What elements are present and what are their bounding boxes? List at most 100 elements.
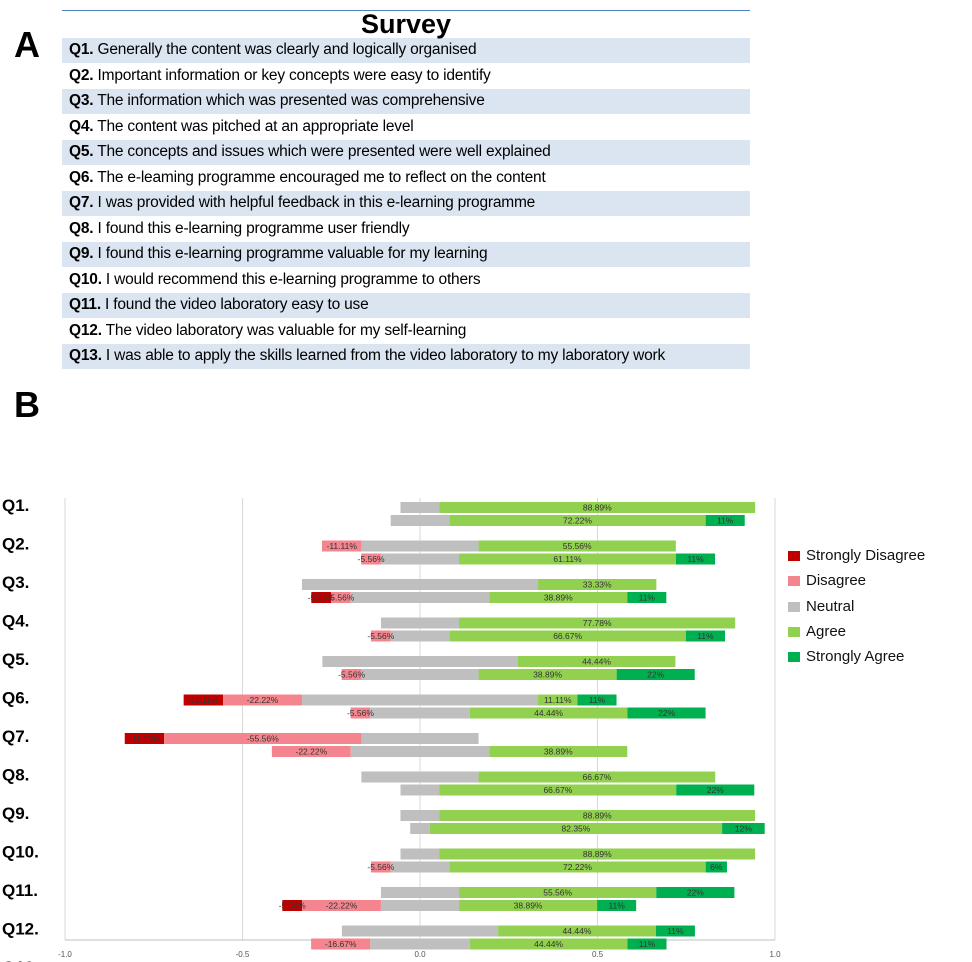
bar-segment-a	[538, 579, 657, 590]
question-number: Q4.	[69, 117, 94, 135]
survey-question-row: Q8. I found this e-learning programme us…	[62, 217, 750, 242]
data-label: -5.56%	[367, 631, 394, 641]
data-label: 11%	[687, 554, 704, 564]
bar-segment-n	[322, 656, 518, 667]
bar-segment-a	[478, 669, 617, 680]
legend-label: Strongly Disagree	[806, 547, 926, 564]
data-label: 11%	[717, 516, 734, 526]
survey-question-row: Q1. Generally the content was clearly an…	[62, 38, 750, 64]
bar-segment-sa	[705, 515, 745, 526]
survey-question-row: Q4. The content was pitched at an approp…	[62, 115, 750, 140]
legend-swatch	[788, 626, 800, 637]
bar-segment-n	[301, 579, 539, 590]
data-label: -5.56%	[358, 554, 385, 564]
data-label: -22.22%	[295, 747, 327, 757]
bar-segment-n	[350, 746, 490, 757]
bar-segment-n	[370, 938, 470, 950]
x-tick-label: 1.0	[769, 950, 781, 959]
data-label: 55.56%	[543, 888, 572, 898]
survey-rows: Q1. Generally the content was clearly an…	[62, 38, 750, 370]
data-label: 66.67%	[582, 772, 611, 782]
survey-table: Survey Q1. Generally the content was cle…	[62, 10, 750, 370]
survey-question-row: Q6. The e-leaming programme encouraged m…	[62, 166, 750, 191]
bar-segment-sa	[656, 887, 735, 898]
data-label: 11%	[639, 939, 656, 949]
question-text: I was provided with helpful feedback in …	[93, 194, 536, 211]
survey-question-row: Q3. The information which was presented …	[62, 89, 750, 115]
bar-segment-sa	[655, 925, 695, 937]
bar-segment-n	[400, 810, 440, 821]
bar-segment-n	[301, 694, 539, 706]
bar-segment-n	[341, 925, 499, 937]
data-label: -16.67%	[325, 939, 357, 949]
category-label: Q4.	[2, 612, 29, 631]
legend-item: Neutral	[788, 597, 925, 622]
bar-segment-a	[459, 617, 736, 629]
data-label: 11%	[589, 695, 606, 705]
legend-label: Neutral	[806, 597, 855, 615]
bar-segment-n	[380, 617, 460, 629]
bar-segment-sd	[183, 694, 224, 706]
bar-segment-a	[459, 553, 676, 565]
survey-title: Survey	[360, 9, 452, 39]
survey-question-row: Q11. I found the video laboratory easy t…	[62, 293, 750, 319]
survey-question-row: Q7. I was provided with helpful feedback…	[62, 191, 750, 217]
question-text: The concepts and issues which were prese…	[93, 143, 551, 160]
data-label: -11.11%	[129, 734, 160, 744]
bar-segment-n	[361, 540, 479, 552]
bar-segment-sa	[722, 823, 765, 834]
legend-label: Agree	[806, 622, 847, 640]
question-text: The information which was presented was …	[93, 92, 485, 109]
question-number: Q12.	[69, 321, 102, 339]
data-label: 66.67%	[543, 785, 572, 795]
data-label: 44.44%	[534, 708, 563, 718]
data-label: 33.33%	[583, 580, 612, 590]
bar-segment-n	[380, 887, 460, 898]
question-text: The video laboratory was valuable for my…	[101, 321, 467, 339]
data-label: -5.56%	[308, 593, 335, 603]
data-label: -5.56%	[279, 901, 306, 911]
data-label: 22%	[658, 708, 675, 718]
bar-segment-sd	[282, 900, 303, 911]
question-number: Q13.	[69, 347, 102, 364]
category-label: Q11.	[2, 881, 38, 900]
category-label: Q12.	[2, 920, 39, 939]
bar-segment-sa	[627, 707, 706, 719]
x-tick-label: 0.0	[414, 950, 426, 959]
question-number: Q6.	[69, 168, 94, 186]
bar-segment-sa	[577, 694, 617, 706]
bar-segment-sa	[627, 938, 667, 950]
question-number: Q9.	[69, 245, 94, 262]
data-label: -55.56%	[247, 734, 279, 744]
bar-segment-d	[361, 553, 381, 565]
survey-question-row: Q10. I would recommend this e-learning p…	[62, 268, 750, 293]
bar-segment-n	[400, 502, 440, 513]
data-label: 11%	[639, 593, 656, 603]
question-number: Q8.	[69, 219, 94, 237]
data-label: 38.89%	[533, 670, 562, 680]
question-text: Important information or key concepts we…	[93, 66, 491, 84]
bar-segment-sa	[675, 553, 716, 565]
category-label: Q6.	[2, 689, 29, 708]
legend-swatch	[788, 652, 800, 663]
bar-segment-a	[449, 861, 706, 873]
bar-segment-a	[469, 938, 628, 950]
question-text: The content was pitched at an appropriat…	[93, 117, 414, 135]
data-label: 88.89%	[583, 811, 612, 821]
data-label: 6%	[710, 862, 723, 872]
bar-segment-a	[478, 771, 716, 783]
data-label: 44.44%	[534, 939, 563, 949]
question-text: Generally the content was clearly and lo…	[93, 41, 477, 58]
bar-segment-d	[370, 630, 391, 642]
category-label: Q1.	[2, 496, 29, 515]
bar-segment-d	[302, 900, 381, 911]
bar-segment-sa	[627, 592, 667, 603]
bar-segment-n	[380, 900, 460, 911]
category-label: Q13.	[2, 958, 39, 962]
data-label: 22%	[707, 785, 724, 795]
data-label: -5.56%	[367, 862, 394, 872]
data-label: 55.56%	[563, 541, 592, 551]
bar-segment-n	[390, 861, 450, 873]
data-label: 38.89%	[514, 901, 543, 911]
data-label: -5.56%	[327, 593, 354, 603]
